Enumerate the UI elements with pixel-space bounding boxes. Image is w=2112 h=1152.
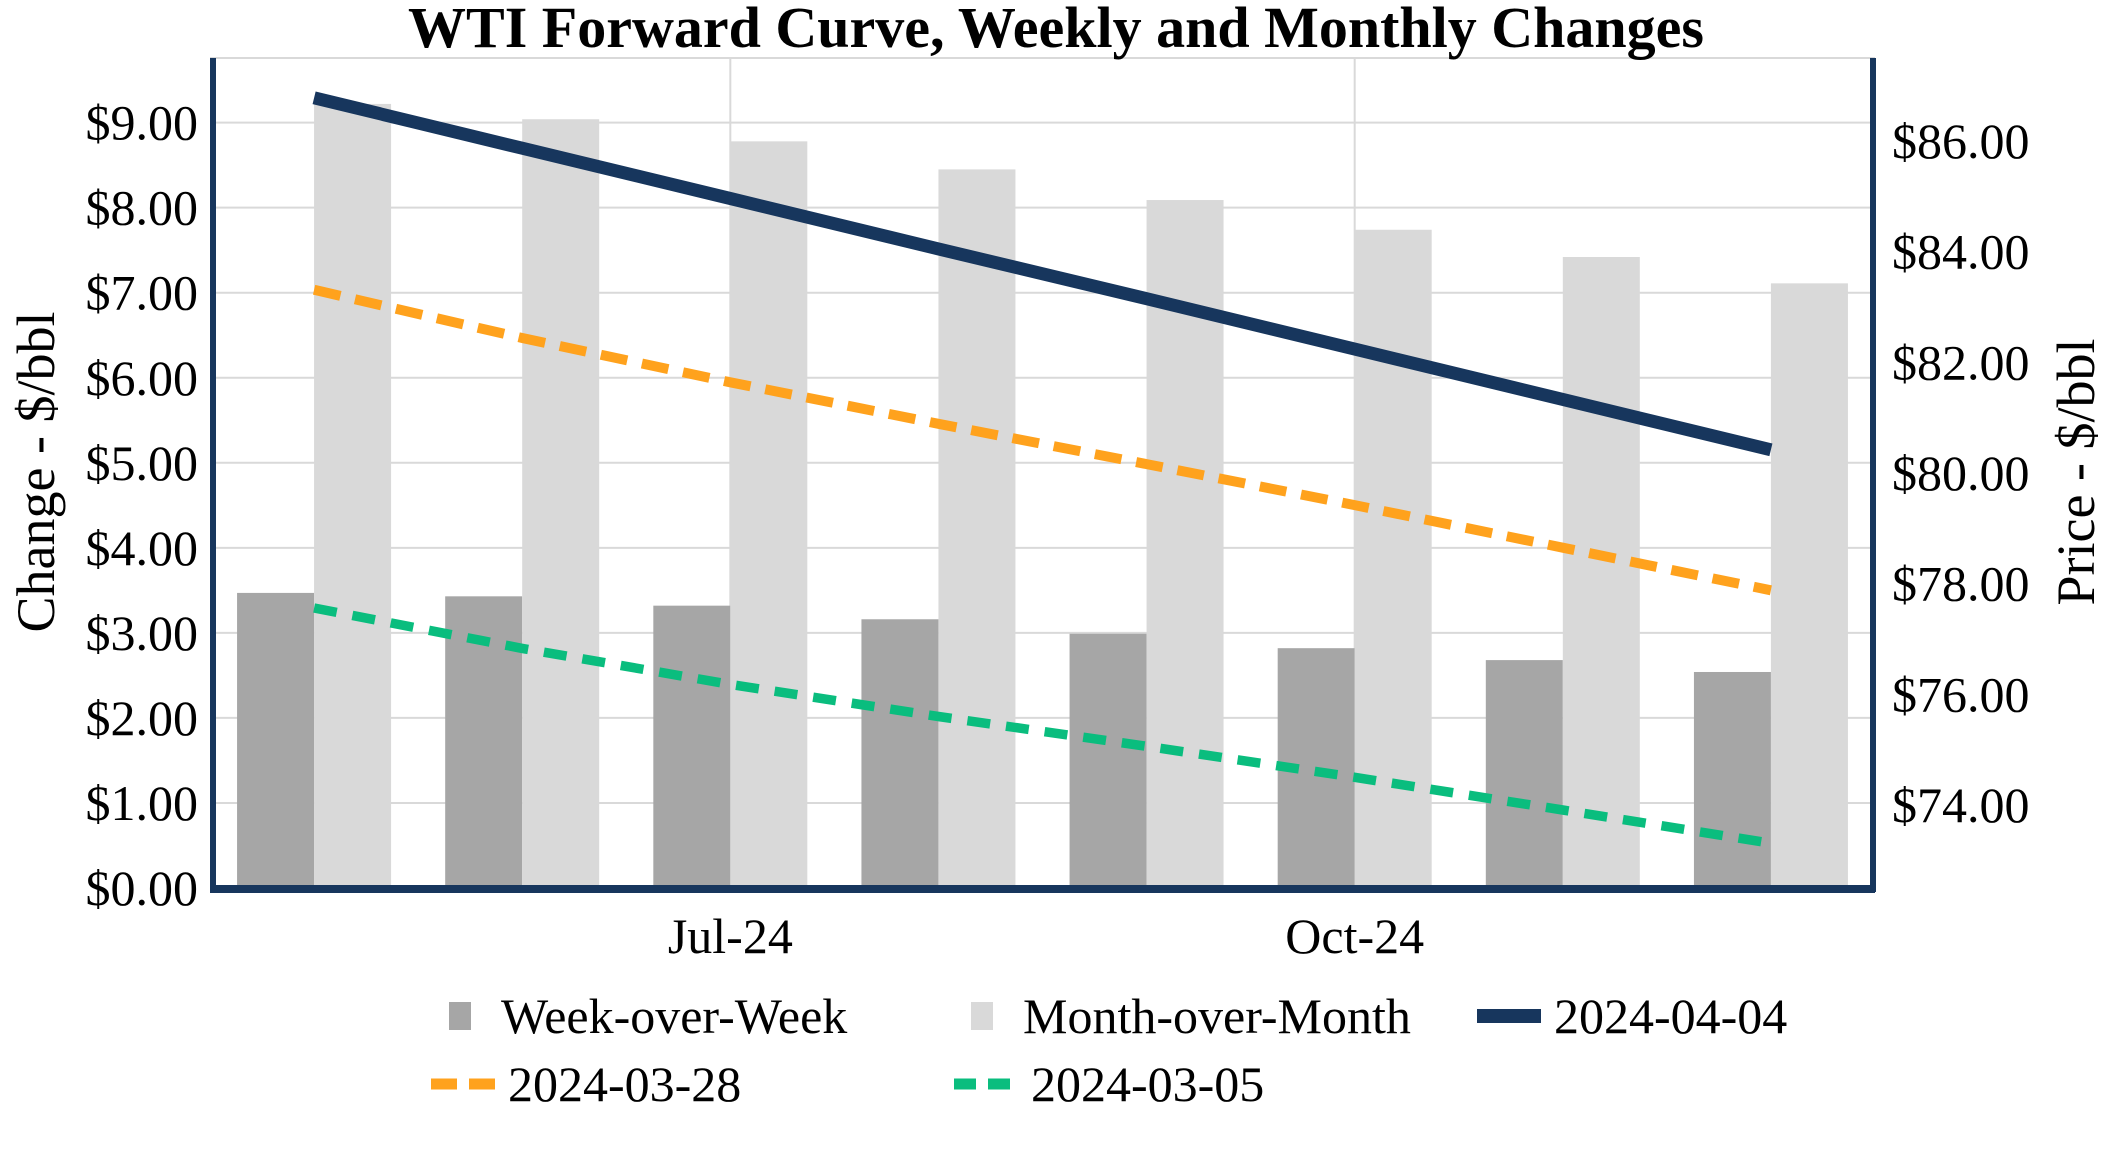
left-axis-tick-label: $6.00 [86,350,199,406]
right-axis-tick-label: $86.00 [1892,113,2030,169]
bar-week-over-week-may-24 [237,592,315,888]
left-axis-tick-label: $5.00 [86,435,199,491]
left-axis-tick-label: $1.00 [86,775,199,831]
left-axis-tick-label: $9.00 [86,95,199,151]
bar-week-over-week-nov-24 [1485,660,1563,888]
right-axis-title: Price - $/bbl [2046,338,2106,606]
line-2024-03-05 [313,603,1772,848]
bar-week-over-week-dec-24 [1693,671,1771,888]
x-axis-tick-label: Jul-24 [668,908,793,964]
legend-swatch-week-over-week [449,1002,471,1030]
bar-week-over-week-jul-24 [653,605,731,888]
left-axis-tick-label: $0.00 [86,860,199,916]
right-axis-tick-label: $84.00 [1892,224,2030,280]
right-axis-tick-label: $80.00 [1892,445,2030,501]
legend-label-month-over-month: Month-over-Month [1023,988,1411,1044]
bar-week-over-week-aug-24 [861,619,939,888]
bar-month-over-month-may-24 [314,103,392,889]
left-axis-title: Change - $/bbl [6,311,66,633]
left-axis-tick-label: $8.00 [86,180,199,236]
bar-month-over-month-oct-24 [1354,229,1432,889]
left-axis-tick-label: $7.00 [86,265,199,321]
right-axis-tick-label: $74.00 [1892,777,2030,833]
left-axis-tick-label: $4.00 [86,520,199,576]
line-2024-04-04 [312,91,1773,457]
left-axis-tick-label: $2.00 [86,690,199,746]
right-axis-tick-label: $78.00 [1892,556,2030,612]
legend-label-week-over-week: Week-over-Week [501,988,847,1044]
bar-month-over-month-nov-24 [1562,256,1640,888]
chart-title: WTI Forward Curve, Weekly and Monthly Ch… [408,0,1704,60]
bar-month-over-month-aug-24 [938,169,1016,888]
right-axis-tick-label: $82.00 [1892,334,2030,390]
bar-month-over-month-jun-24 [522,119,600,889]
bar-month-over-month-jul-24 [730,141,808,889]
bar-week-over-week-sep-24 [1069,633,1147,888]
left-axis-tick-label: $3.00 [86,605,199,661]
right-axis-tick-label: $76.00 [1892,666,2030,722]
x-axis-tick-label: Oct-24 [1285,908,1424,964]
legend-label-2024-04-04: 2024-04-04 [1554,988,1787,1044]
legend-label-2024-03-28: 2024-03-28 [508,1056,741,1112]
bar-month-over-month-dec-24 [1770,283,1848,888]
legend-swatch-month-over-month [971,1002,993,1030]
legend-label-2024-03-05: 2024-03-05 [1031,1056,1264,1112]
line-2024-03-28 [312,284,1772,596]
